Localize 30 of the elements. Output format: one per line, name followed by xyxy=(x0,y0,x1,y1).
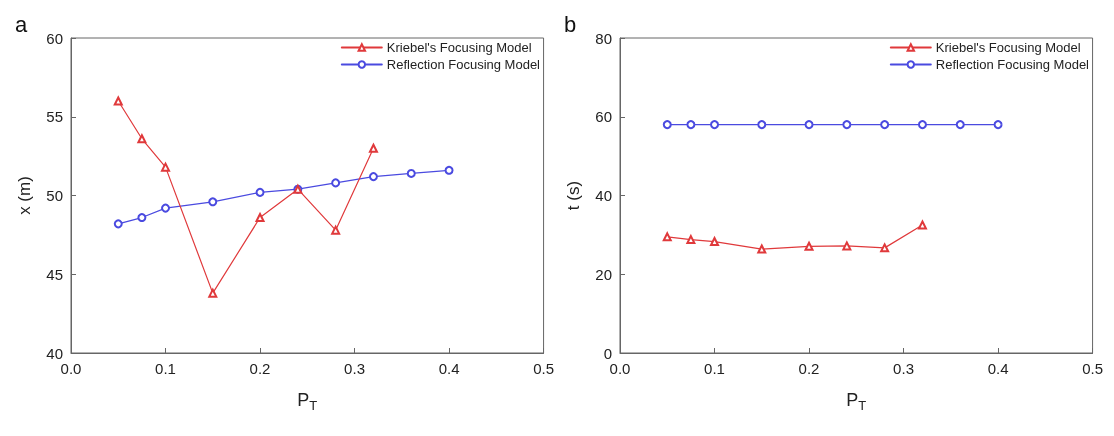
x-tick-label: 0.4 xyxy=(987,360,1009,377)
x-tick-label: 0.1 xyxy=(704,360,725,377)
legend-label: Kriebel's Focusing Model xyxy=(386,40,532,55)
legend-label: Reflection Focusing Model xyxy=(935,57,1090,72)
x-tick-label: 0.2 xyxy=(798,360,820,377)
x-tick-label: 0.5 xyxy=(1082,360,1103,377)
y-axis-title: t (s) xyxy=(564,180,583,211)
y-tick-label: 40 xyxy=(46,344,63,362)
x-tick-label: 0.0 xyxy=(609,360,631,377)
legend-label: Kriebel's Focusing Model xyxy=(935,40,1081,55)
x-tick-label: 0.2 xyxy=(249,360,271,377)
y-tick-label: 50 xyxy=(46,187,63,204)
y-axis-title: x (m) xyxy=(15,176,34,215)
x-tick-label: 0.1 xyxy=(155,360,176,377)
y-tick-label: 60 xyxy=(595,108,612,126)
y-tick-label: 40 xyxy=(595,187,612,204)
y-tick-label: 60 xyxy=(46,29,63,47)
x-tick-label: 0.0 xyxy=(60,360,82,377)
y-tick-label: 55 xyxy=(46,108,63,126)
y-tick-label: 45 xyxy=(46,265,63,283)
y-tick-label: 80 xyxy=(595,29,612,47)
chart-title: a xyxy=(15,11,28,37)
y-tick-label: 0 xyxy=(603,344,612,362)
y-tick-label: 20 xyxy=(595,265,612,283)
x-tick-label: 0.4 xyxy=(438,360,460,377)
chart-title: b xyxy=(564,11,577,37)
legend-label: Reflection Focusing Model xyxy=(386,57,541,72)
x-tick-label: 0.5 xyxy=(533,360,554,377)
x-tick-label: 0.3 xyxy=(893,360,914,377)
x-tick-label: 0.3 xyxy=(344,360,365,377)
